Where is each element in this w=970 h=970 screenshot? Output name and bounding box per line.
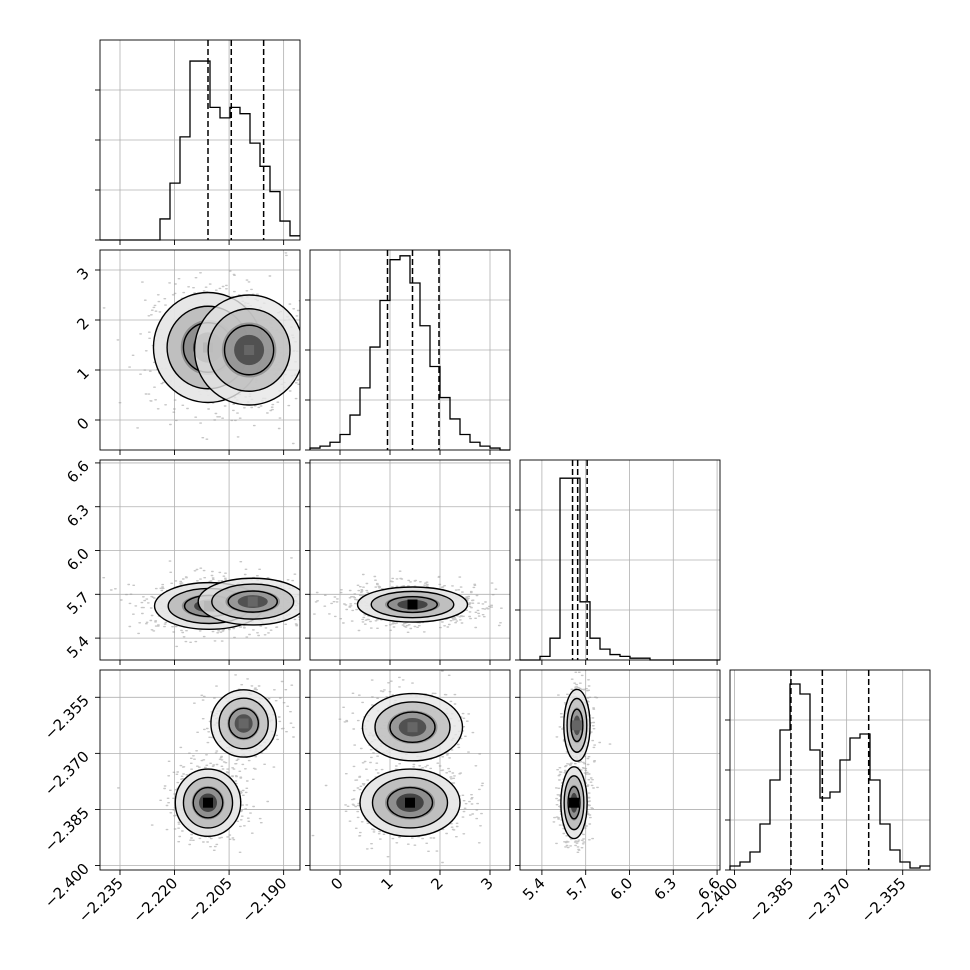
histogram-1	[309, 255, 510, 451]
y-tick-label: 6.6	[63, 457, 93, 487]
x-tick-label: 3	[477, 874, 496, 893]
axes-frame	[99, 459, 301, 661]
axes-frame	[99, 669, 301, 871]
contour-line	[218, 697, 269, 750]
contour-line	[386, 786, 434, 819]
density-peak	[244, 345, 255, 355]
axes-background	[520, 670, 720, 870]
density-peak	[407, 722, 418, 733]
x-tick-label: −2.370	[801, 874, 853, 926]
panel-0-2	[102, 557, 300, 648]
x-tick-label: −2.220	[129, 874, 181, 926]
contour-line	[560, 766, 588, 840]
contour-line	[211, 583, 295, 620]
density-peak	[405, 797, 415, 808]
x-tick-label: 6.0	[607, 874, 637, 904]
density-peak	[571, 720, 582, 731]
histogram-3	[729, 683, 930, 870]
contour-line	[182, 776, 234, 829]
x-tick-label: 5.7	[563, 874, 593, 904]
density-peak	[569, 797, 580, 808]
contour-line	[228, 707, 260, 740]
density-peak	[203, 797, 213, 808]
contour-line	[570, 708, 584, 743]
contour-line	[210, 689, 278, 758]
x-tick-label: −2.385	[745, 874, 797, 926]
contour-line	[223, 324, 275, 376]
x-tick-label: 0	[327, 874, 346, 893]
panel-1-3	[311, 670, 484, 864]
panels	[95, 39, 931, 871]
x-tick-label: 6.3	[651, 874, 681, 904]
contour-line	[193, 294, 300, 406]
density-peak	[407, 599, 418, 610]
panel-1-2	[313, 570, 503, 633]
contour-line	[374, 701, 451, 754]
contour-line	[387, 595, 438, 614]
contour-line	[361, 692, 464, 762]
x-tick-label: −2.190	[238, 874, 290, 926]
contour-line	[371, 776, 449, 829]
contour-line	[174, 768, 242, 838]
y-tick-label: 1	[73, 364, 92, 383]
density-peak	[238, 718, 249, 729]
panel-0-1	[102, 252, 300, 445]
contour-line	[207, 308, 291, 392]
contour-line	[370, 590, 455, 619]
axes-frame	[519, 669, 721, 871]
y-tick-label: 5.4	[63, 632, 93, 662]
contour-line	[563, 688, 591, 762]
y-tick-label: 5.7	[63, 588, 93, 618]
contour-line	[563, 775, 585, 831]
y-tick-label: −2.385	[41, 804, 93, 856]
axes-background	[310, 460, 510, 660]
contour-line	[359, 768, 461, 838]
contour-line	[197, 577, 300, 626]
x-tick-label: 2	[427, 874, 446, 893]
x-tick-label: −2.205	[184, 874, 236, 926]
y-tick-label: 3	[73, 264, 92, 283]
y-tick-label: 6.3	[63, 501, 93, 531]
y-tick-label: 2	[73, 314, 92, 333]
axes-frame	[309, 459, 511, 661]
x-tick-label: 5.4	[519, 874, 549, 904]
contour-line	[389, 711, 436, 744]
y-tick-label: −2.355	[41, 691, 93, 743]
panel-2-3	[552, 671, 612, 853]
contour-line	[356, 586, 469, 623]
y-tick-label: 6.0	[63, 545, 93, 575]
contour-line	[227, 590, 278, 613]
axes-frame	[309, 669, 511, 871]
x-tick-label: 1	[377, 874, 396, 893]
contour-line	[192, 786, 224, 819]
axes-frame	[99, 249, 301, 451]
contour-line	[566, 697, 588, 753]
x-tick-label: −2.355	[858, 874, 910, 926]
density-peak	[247, 596, 258, 607]
contour-line	[567, 785, 581, 820]
y-tick-label: 0	[73, 414, 92, 433]
panel-0-3	[117, 674, 295, 853]
y-tick-label: −2.370	[41, 747, 93, 799]
